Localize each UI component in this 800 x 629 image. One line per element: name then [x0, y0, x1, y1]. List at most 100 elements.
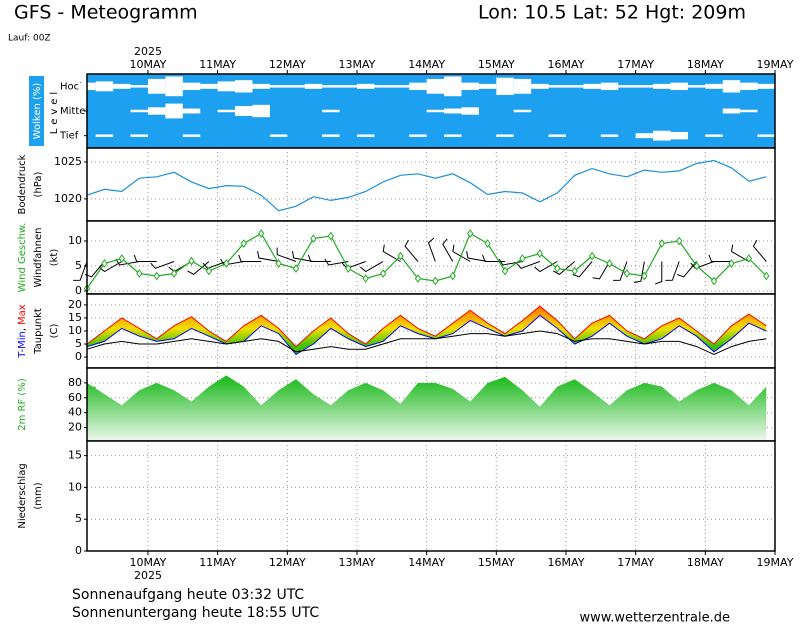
cloud-cover [496, 134, 514, 137]
y-tick-label: 5 [75, 512, 82, 525]
date-label-top: 19MAY [757, 58, 794, 71]
wind-speed-marker [327, 231, 334, 241]
y-axis-label-part: T-Min [17, 331, 28, 359]
label-background [29, 76, 44, 146]
temp-line [86, 305, 767, 348]
cloud-cover [740, 82, 758, 91]
date-label-top: 16MAY [548, 58, 585, 71]
wind-barb [404, 239, 419, 262]
cloud-cover [287, 85, 305, 88]
date-label-top: 11MAY [199, 58, 236, 71]
sunset: Sonnenuntergang heute 18:55 UTC [72, 605, 319, 621]
panel-frame [86, 440, 776, 552]
cloud-cover [374, 85, 392, 88]
level-label: Mittel [60, 106, 88, 117]
wind-barb [150, 261, 175, 269]
wind-speed-marker [588, 251, 596, 261]
wind-barb [655, 261, 663, 285]
cloud-cover [722, 80, 741, 93]
y-tick-label: 1025 [54, 155, 82, 168]
y-axis-label: (hPa) [33, 171, 44, 197]
cloud-cover [322, 134, 340, 137]
wind-barb [752, 239, 767, 262]
y-axis-label: Niederschlag [17, 463, 28, 528]
wind-speed-marker [432, 276, 439, 286]
date-label-top: 13MAY [339, 58, 376, 71]
y-tick-label: 5 [75, 259, 82, 272]
cloud-cover [687, 85, 706, 88]
cloud-cover [165, 76, 183, 97]
cloud-cover [670, 82, 688, 91]
wind-speed-marker [693, 261, 700, 271]
wind-speed-marker [362, 274, 369, 283]
y-axis-label-part: , [17, 328, 28, 331]
y-tick-label: 15 [68, 311, 82, 324]
wind-barb [633, 261, 645, 283]
y-axis-label-part: (C) [49, 324, 60, 339]
y-axis-label: Wolken (%) [32, 83, 43, 140]
wind-speed-marker [223, 259, 230, 268]
y-axis-label-part: Wind Geschw. [17, 223, 28, 293]
wind-barb [516, 261, 541, 269]
cloud-cover [722, 108, 741, 114]
cloud-cover [147, 78, 166, 94]
cloud-cover [165, 103, 183, 119]
wind-barb [382, 244, 401, 262]
wind-speed-marker [623, 269, 631, 278]
cloud-cover [444, 108, 462, 114]
level-label: Tief [59, 131, 79, 142]
wind-barb [427, 237, 436, 262]
wind-barb [202, 261, 227, 269]
y-axis-label-part: Bodendruck [17, 154, 28, 214]
wind-speed-marker [449, 271, 456, 281]
cloud-cover [182, 134, 201, 137]
y-axis-label-part: Max [17, 304, 28, 325]
date-label-bottom: 10MAY [130, 556, 167, 569]
cloud-cover [600, 134, 619, 137]
wind-speed-marker [258, 229, 265, 238]
y-axis-label: 2m RF (%) [17, 378, 28, 431]
y-tick-label: 10 [68, 480, 82, 493]
wind-barb [592, 261, 610, 280]
panel-background [87, 148, 775, 221]
wind-speed-marker [275, 259, 282, 268]
cloud-cover [461, 82, 479, 91]
y-tick-label: 20 [68, 421, 82, 434]
cloud-cover [757, 134, 775, 137]
wind-barb [238, 254, 262, 262]
cloud-cover [356, 83, 375, 89]
y-tick-label: 40 [68, 406, 82, 419]
wind-speed-marker [467, 229, 474, 238]
date-label-top: 15MAY [478, 58, 515, 71]
wind-speed-marker [484, 239, 491, 248]
cloud-cover [705, 134, 723, 137]
y-axis-label: Bodendruck [17, 154, 28, 214]
y-axis-label: T-Min, Max [17, 304, 28, 358]
wind-barb [324, 258, 349, 266]
wind-speed-marker [501, 266, 509, 276]
rh-area [87, 375, 767, 441]
cloud-cover [426, 109, 445, 113]
cloud-cover [304, 83, 323, 89]
wind-barb [572, 261, 593, 278]
wind-barb [466, 251, 488, 262]
wind-barb [307, 254, 331, 262]
y-axis-label: Wind Geschw. [17, 223, 28, 293]
wind-barb [452, 244, 471, 262]
wind-speed-marker [170, 269, 178, 278]
wind-speed-marker [571, 266, 578, 276]
date-label-bottom: 15MAY [478, 556, 515, 569]
cloud-cover [200, 83, 218, 89]
y-tick-label: 60 [68, 391, 82, 404]
wind-speed-marker [118, 254, 125, 263]
y-axis-label-part: Niederschlag [17, 463, 28, 528]
wind-speed-marker [188, 256, 195, 266]
cloud-cover [548, 134, 566, 137]
cloud-cover [618, 85, 636, 88]
year-label-top: 2025 [134, 45, 162, 58]
y-tick-label: 10 [68, 234, 82, 247]
wind-speed-marker [153, 271, 160, 281]
cloud-cover [444, 134, 462, 137]
wind-speed-line [86, 232, 767, 289]
